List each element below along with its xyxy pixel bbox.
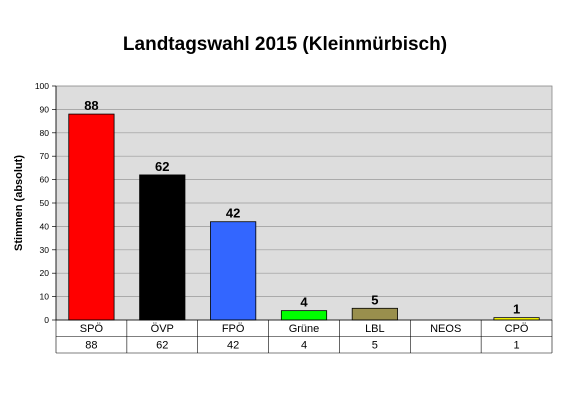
table-value: 62 (156, 340, 168, 352)
table-value: 42 (227, 340, 239, 352)
bar (139, 174, 186, 321)
y-tick-label: 100 (35, 81, 49, 91)
data-label: 88 (84, 98, 98, 113)
y-tick-label: 80 (40, 128, 50, 138)
gridlines (56, 109, 552, 297)
y-tick-label: 0 (44, 315, 49, 325)
table-value: 88 (85, 340, 97, 352)
category-label: FPÖ (222, 323, 245, 335)
data-table: SPÖ 88 ÖVP 62 FPÖ 42 Grüne 4 LBL 5 NEOS CPÖ 1 (55, 319, 553, 354)
y-tick-label: 50 (40, 198, 50, 208)
chart-title: Landtagswahl 2015 (Kleinmürbisch) (123, 34, 447, 55)
table-value: 1 (514, 340, 520, 352)
y-tick-label: 20 (40, 268, 50, 278)
bars (68, 113, 540, 321)
bar (68, 113, 115, 321)
y-axis-label: Stimmen (absolut) (13, 155, 25, 251)
bar (280, 310, 328, 321)
y-tick-label: 60 (40, 175, 50, 185)
y-tick-label: 40 (40, 221, 50, 231)
data-label: 62 (155, 159, 169, 174)
y-tick-label: 70 (40, 151, 50, 161)
y-tick-label: 30 (40, 245, 50, 255)
data-label: 5 (371, 292, 378, 307)
data-labels: 88 62 42 4 5 1 (84, 98, 520, 317)
table-value: 5 (372, 340, 378, 352)
bar (351, 307, 398, 321)
y-axis-ticks: 0 10 20 30 40 50 60 70 80 90 100 (35, 81, 57, 325)
data-label: 4 (300, 295, 308, 310)
table-value: 4 (301, 340, 307, 352)
data-label: 42 (226, 206, 240, 221)
category-label: NEOS (430, 323, 461, 335)
category-label: SPÖ (80, 323, 104, 335)
y-tick-label: 90 (40, 104, 50, 114)
category-label: CPÖ (505, 323, 529, 335)
data-label: 1 (513, 302, 520, 317)
category-label: ÖVP (151, 323, 174, 335)
category-label: LBL (365, 323, 385, 335)
bar (210, 221, 257, 321)
category-label: Grüne (289, 323, 320, 335)
y-tick-label: 10 (40, 292, 50, 302)
